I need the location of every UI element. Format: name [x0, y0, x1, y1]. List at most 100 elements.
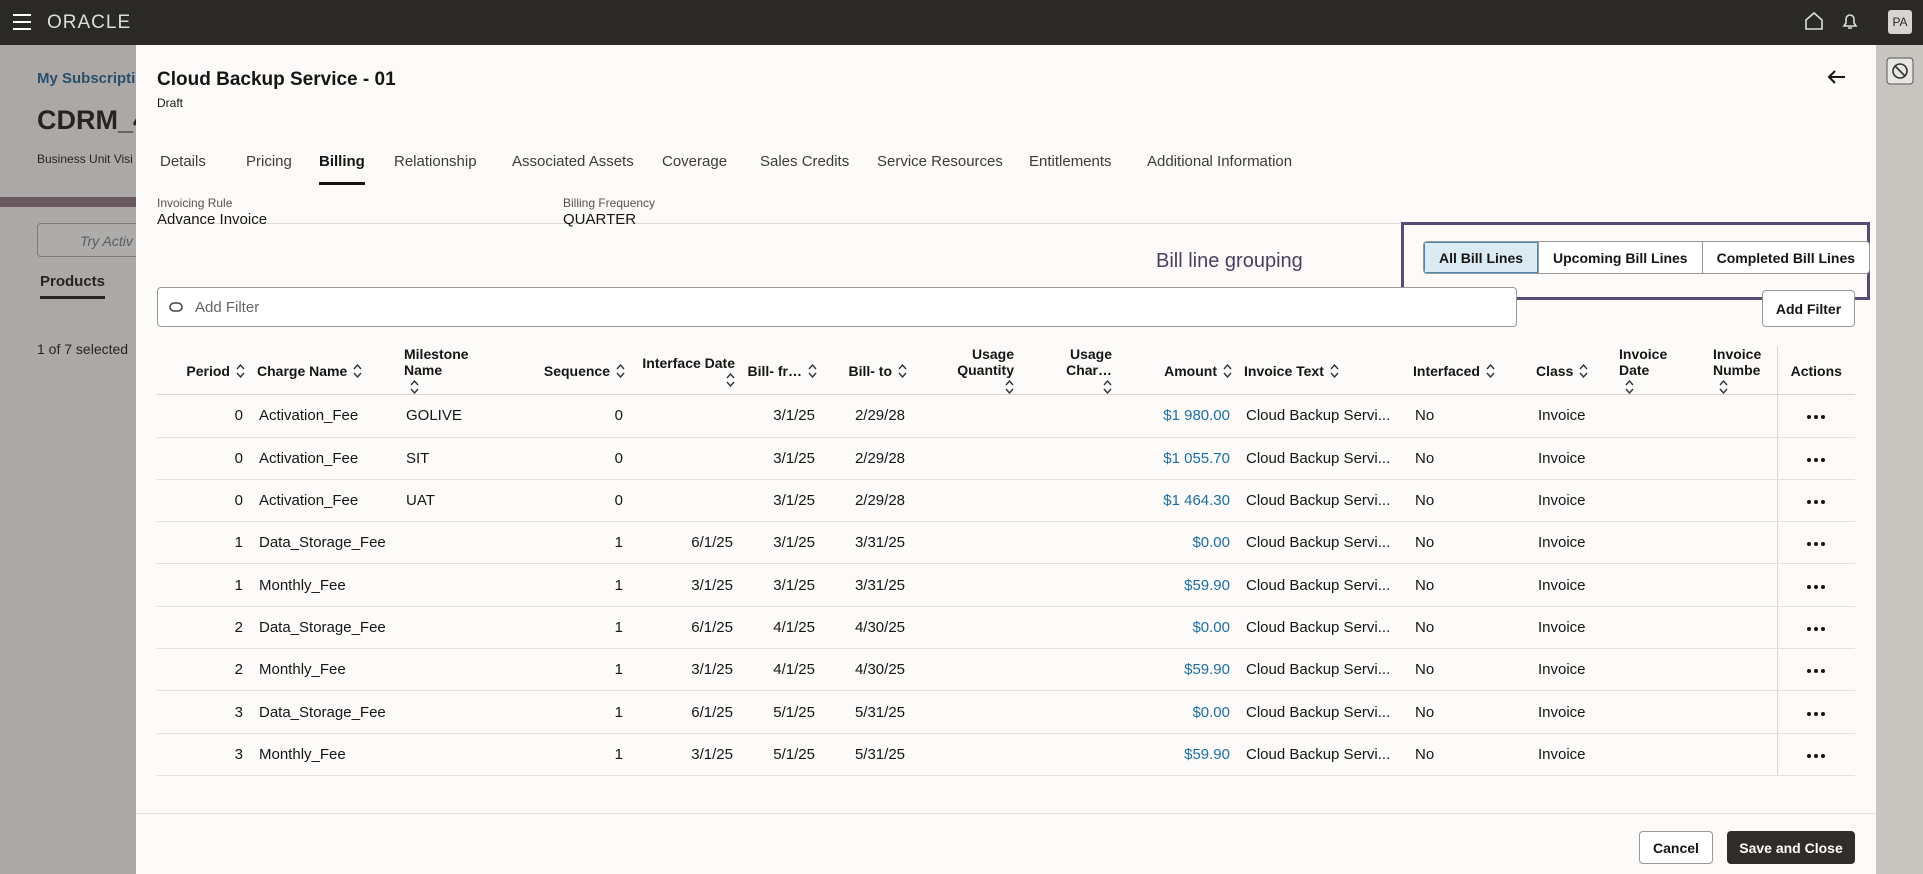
actions-menu[interactable] [1806, 668, 1826, 674]
column-header[interactable]: Invoice Text [1238, 346, 1407, 396]
cancel-button[interactable]: Cancel [1639, 831, 1713, 864]
column-header[interactable]: Charge Name [251, 346, 398, 396]
amount-link[interactable]: $59.90 [1118, 563, 1238, 607]
sort-icon[interactable] [410, 380, 419, 395]
sort-icon[interactable] [353, 363, 362, 378]
column-header[interactable]: Usage Char… [1020, 346, 1118, 396]
sort-icon[interactable] [808, 363, 817, 378]
table-cell [1613, 733, 1707, 776]
tab[interactable]: Relationship [394, 153, 477, 170]
column-header[interactable]: Class [1530, 346, 1613, 396]
tab[interactable]: Billing [319, 153, 365, 185]
amount-link[interactable]: $1 464.30 [1118, 479, 1238, 523]
column-header[interactable]: Bill- fr… [741, 346, 823, 396]
table-cell: 3/31/25 [823, 563, 913, 607]
table-cell [1707, 563, 1777, 607]
column-header[interactable]: Interface Date [631, 346, 741, 396]
amount-link[interactable]: $59.90 [1118, 733, 1238, 776]
table-cell [1707, 394, 1777, 438]
banner-strip [0, 197, 140, 207]
save-button[interactable]: Save and Close [1727, 831, 1855, 864]
actions-menu[interactable] [1806, 541, 1826, 547]
tab[interactable]: Pricing [246, 153, 292, 170]
amount-link[interactable]: $1 980.00 [1118, 394, 1238, 438]
header-text: Period [186, 362, 230, 379]
sort-icon[interactable] [1625, 380, 1634, 395]
tab[interactable]: Service Resources [877, 153, 1003, 170]
sort-icon[interactable] [1005, 380, 1014, 395]
products-tab[interactable]: Products [40, 273, 106, 299]
table-row: 0 Activation_Fee UAT 0 3/1/25 2/29/28 $1 464.3… [157, 479, 1855, 523]
actions-menu[interactable] [1806, 626, 1826, 632]
tab[interactable]: Details [160, 153, 206, 170]
tab[interactable]: Coverage [662, 153, 728, 170]
table-cell: GOLIVE [398, 394, 512, 438]
column-header[interactable]: Milestone Name [398, 346, 512, 396]
amount-link[interactable]: $0.00 [1118, 606, 1238, 650]
table-cell: Cloud Backup Servi... [1238, 521, 1407, 565]
table-cell [1613, 690, 1707, 734]
filter-input[interactable]: Add Filter [157, 287, 1517, 327]
table-cell: 0 [512, 394, 631, 438]
breadcrumb[interactable]: My Subscriptio [37, 70, 145, 87]
add-filter-button[interactable]: Add Filter [1762, 290, 1855, 327]
grouping-button[interactable]: Upcoming Bill Lines [1538, 242, 1702, 273]
table-cell: Data_Storage_Fee [251, 606, 398, 650]
table-cell: No [1407, 690, 1530, 734]
amount-link[interactable]: $1 055.70 [1118, 437, 1238, 480]
table-cell: 3/1/25 [741, 521, 823, 565]
column-header[interactable]: Bill- to [823, 346, 913, 396]
bell-icon[interactable] [1840, 11, 1860, 31]
column-header[interactable]: Interfaced [1407, 346, 1530, 396]
rail-icon[interactable] [1886, 57, 1914, 85]
sort-icon[interactable] [616, 363, 625, 378]
actions-menu[interactable] [1806, 753, 1826, 759]
sort-icon[interactable] [726, 372, 735, 388]
actions-menu[interactable] [1806, 584, 1826, 590]
tab[interactable]: Sales Credits [760, 153, 850, 170]
tab[interactable]: Associated Assets [512, 153, 634, 170]
amount-link[interactable]: $0.00 [1118, 690, 1238, 734]
tab[interactable]: Entitlements [1029, 153, 1112, 170]
table-cell: No [1407, 437, 1530, 480]
grouping-button[interactable]: Completed Bill Lines [1701, 242, 1869, 273]
actions-menu[interactable] [1806, 711, 1826, 717]
sort-icon[interactable] [1486, 363, 1495, 378]
table-cell: 4/1/25 [741, 648, 823, 692]
sort-icon[interactable] [1719, 380, 1728, 395]
column-header[interactable]: Usage Quantity [913, 346, 1020, 396]
actions-cell [1776, 648, 1855, 692]
user-avatar[interactable]: PA [1888, 10, 1912, 34]
sort-icon[interactable] [1330, 363, 1339, 378]
annotation: Bill line grouping [1156, 250, 1303, 272]
table-cell [913, 733, 1020, 776]
grouping-button[interactable]: All Bill Lines [1424, 242, 1539, 273]
table-cell [1020, 648, 1118, 692]
column-header[interactable]: Period [157, 346, 251, 396]
back-arrow[interactable] [1826, 69, 1846, 85]
amount-link[interactable]: $59.90 [1118, 648, 1238, 692]
home-icon[interactable] [1804, 11, 1824, 31]
amount-link[interactable]: $0.00 [1118, 521, 1238, 565]
actions-menu[interactable] [1806, 414, 1826, 420]
table-cell: 4/30/25 [823, 648, 913, 692]
table-cell [1613, 394, 1707, 438]
table-cell: Monthly_Fee [251, 733, 398, 776]
tab[interactable]: Additional Information [1147, 153, 1293, 170]
actions-menu[interactable] [1806, 457, 1826, 463]
table-cell: 5/1/25 [741, 690, 823, 734]
column-header[interactable]: Invoice Numbe [1707, 346, 1777, 396]
sort-icon[interactable] [898, 363, 907, 378]
sort-icon[interactable] [1579, 363, 1588, 378]
actions-menu[interactable] [1806, 499, 1826, 505]
sort-icon[interactable] [1103, 380, 1112, 395]
sort-icon[interactable] [1223, 363, 1232, 378]
sort-icon[interactable] [236, 363, 245, 378]
table-cell: 1 [512, 733, 631, 776]
column-header[interactable]: Amount [1118, 346, 1238, 396]
table-cell: 6/1/25 [631, 521, 741, 565]
table-cell: 2 [157, 606, 251, 650]
column-header[interactable]: Sequence [512, 346, 631, 396]
menu-icon[interactable] [12, 13, 32, 31]
column-header[interactable]: Invoice Date [1613, 346, 1707, 396]
